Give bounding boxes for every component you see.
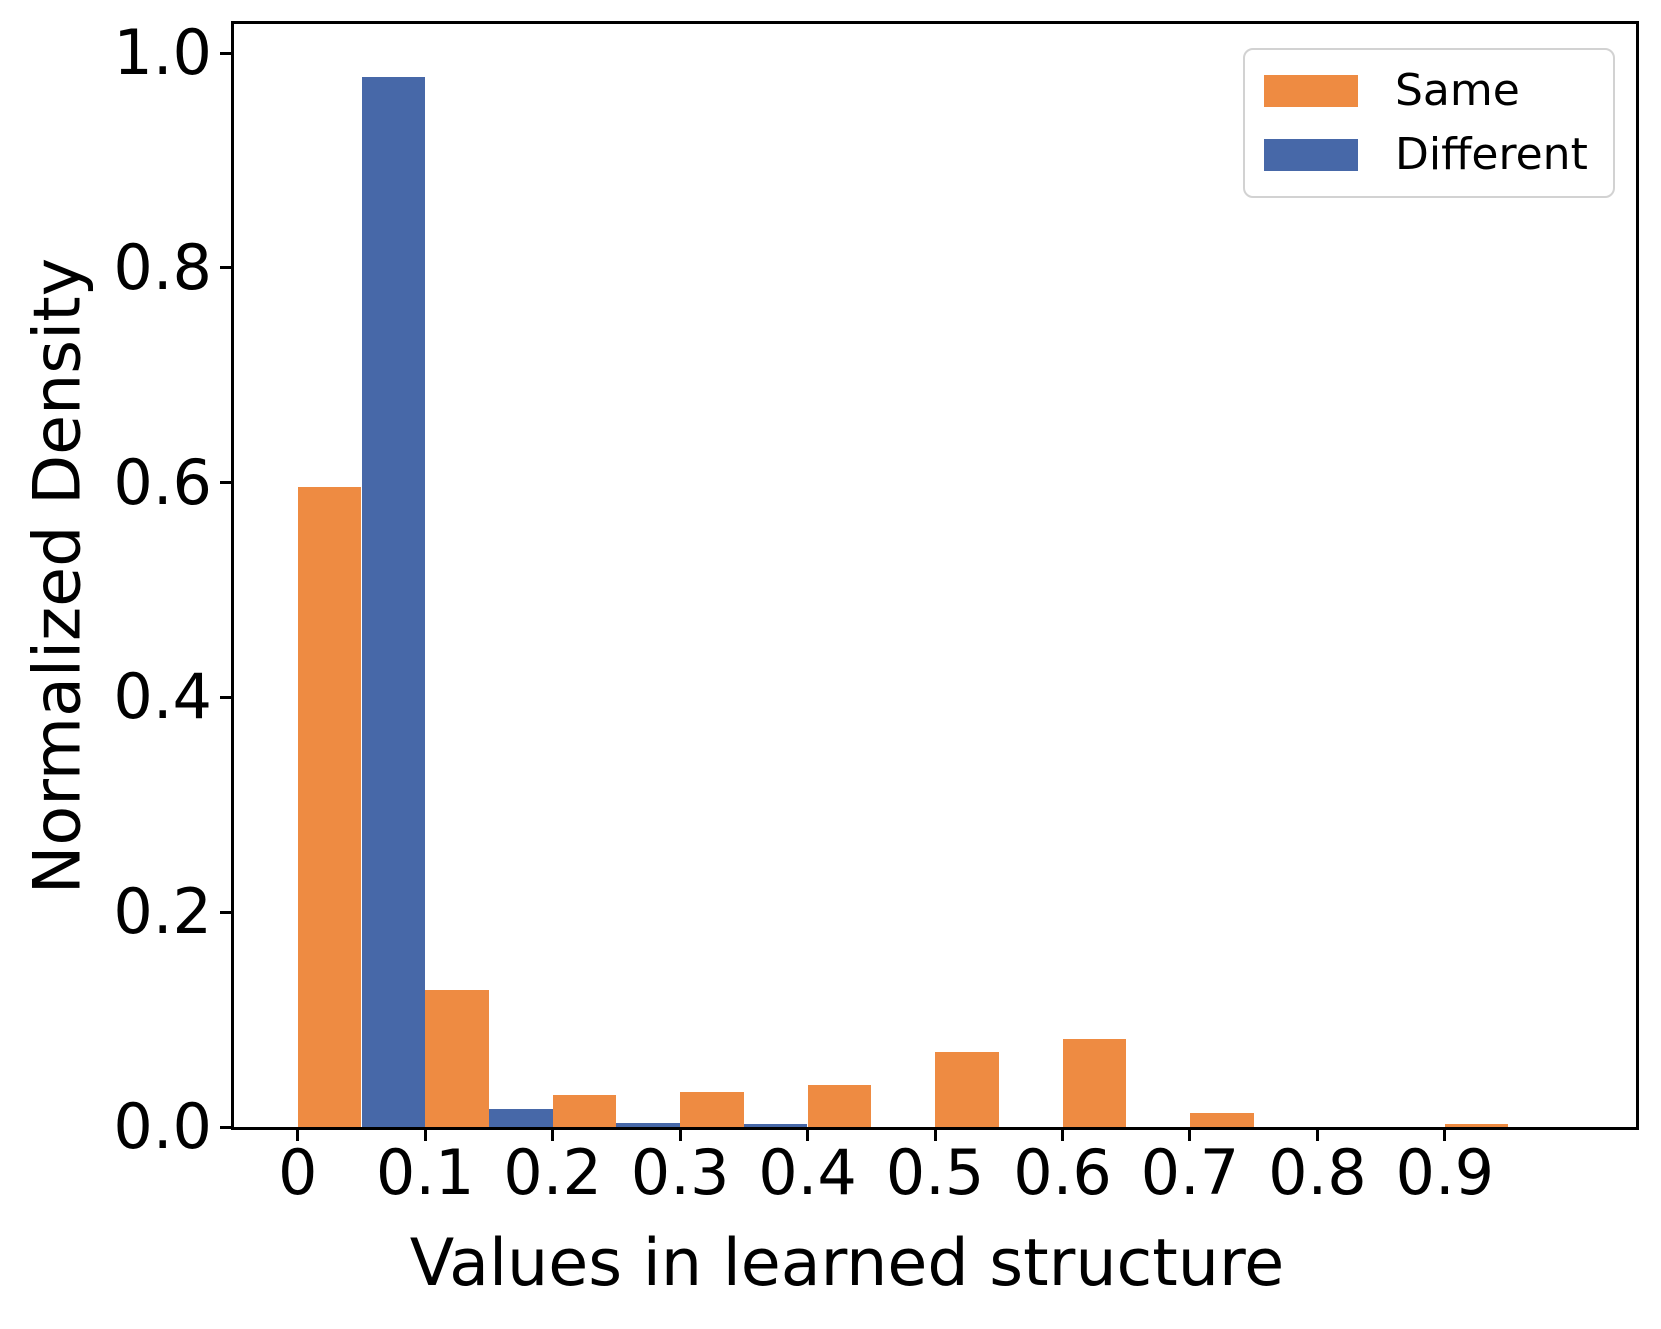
- x-tick-mark-0.3: [678, 1130, 682, 1141]
- x-tick-mark-0.7: [1188, 1130, 1192, 1141]
- x-tick-mark-0.1: [423, 1130, 427, 1141]
- legend-label-same: Same: [1395, 64, 1520, 116]
- legend-entry-same: Same: [1264, 64, 1613, 116]
- y-tick-mark-0.0: [220, 1125, 231, 1129]
- x-tick-mark-0.9: [1443, 1130, 1447, 1141]
- bar-same-bin9: [1444, 1123, 1509, 1127]
- x-tick-mark-0.2: [551, 1130, 555, 1141]
- y-tick-label-0.8: 0.8: [113, 230, 212, 304]
- y-tick-mark-0.2: [220, 910, 231, 914]
- bar-different-bin0: [361, 76, 426, 1127]
- y-tick-label-0.6: 0.6: [113, 445, 212, 519]
- x-tick-mark-0.6: [1061, 1130, 1064, 1141]
- x-tick-label-0.1: 0.1: [375, 1136, 475, 1209]
- y-tick-mark-0.6: [220, 481, 231, 485]
- y-tick-label-0.0: 0.0: [113, 1090, 212, 1163]
- x-tick-label-0: 0: [277, 1136, 318, 1209]
- bar-same-bin5: [935, 1051, 999, 1127]
- x-tick-mark-0.8: [1315, 1130, 1319, 1141]
- legend: Same Different: [1243, 48, 1615, 198]
- different-series-swatch-icon: [1264, 139, 1358, 172]
- bar-same-bin1: [425, 989, 489, 1127]
- legend-entry-different: Different: [1264, 129, 1613, 180]
- x-tick-label-0.6: 0.6: [1013, 1136, 1112, 1209]
- bar-same-bin3: [680, 1091, 744, 1127]
- bar-same-bin0: [297, 486, 362, 1127]
- bar-different-bin2: [616, 1122, 681, 1127]
- y-tick-mark-1.0: [220, 51, 231, 55]
- legend-label-different: Different: [1395, 129, 1588, 180]
- x-tick-mark-0.4: [806, 1130, 809, 1141]
- x-tick-label-0.7: 0.7: [1140, 1136, 1240, 1209]
- bar-different-bin3: [743, 1123, 808, 1127]
- x-tick-mark-0: [296, 1130, 300, 1141]
- x-tick-label-0.2: 0.2: [503, 1136, 602, 1209]
- x-tick-mark-0.5: [933, 1130, 937, 1141]
- y-tick-mark-0.8: [220, 266, 231, 270]
- bar-different-bin1: [488, 1108, 553, 1127]
- plot-area: 0 0.1 0.2 0.3 0.4 0.5 0.6 0.7 0.8 0.9 0.0 0.2 0.4 0.6…: [113, 21, 1639, 1207]
- bar-same-bin6: [1062, 1038, 1127, 1127]
- bar-same-bin4: [807, 1085, 872, 1127]
- x-tick-label-0.5: 0.5: [885, 1136, 985, 1209]
- x-tick-label-0.4: 0.4: [758, 1136, 857, 1209]
- x-tick-label-0.3: 0.3: [630, 1136, 730, 1209]
- bar-same-bin7: [1189, 1113, 1254, 1127]
- y-tick-label-0.2: 0.2: [113, 875, 212, 949]
- bar-same-bin2: [552, 1094, 617, 1127]
- same-series-swatch-icon: [1264, 74, 1358, 107]
- y-tick-label-0.4: 0.4: [113, 660, 212, 734]
- y-tick-mark-0.4: [220, 695, 231, 699]
- x-tick-label-0.9: 0.9: [1395, 1136, 1495, 1209]
- y-axis-label: Normalized Density: [20, 257, 96, 895]
- y-tick-label-1.0: 1.0: [113, 16, 212, 89]
- x-tick-label-0.8: 0.8: [1268, 1136, 1367, 1209]
- x-axis-label: Values in learned structure: [409, 1226, 1285, 1301]
